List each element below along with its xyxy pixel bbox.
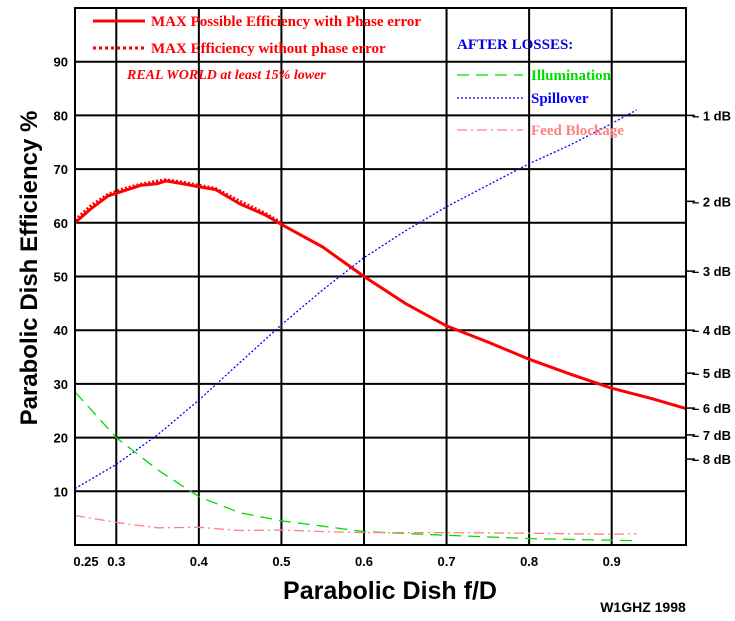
db-tick-label: – 3 dB [692, 264, 731, 279]
series-line-feed-blockage [74, 514, 637, 535]
legend-losses: Illumination Spillover Feed Blockage [457, 68, 624, 139]
db-tick-label: – 6 dB [692, 401, 731, 416]
x-tick-label: 0.7 [438, 554, 456, 569]
y-axis-title: Parabolic Dish Efficiency % [16, 111, 43, 426]
db-tick-label: – 8 dB [692, 452, 731, 467]
series-line-illumination [74, 391, 637, 542]
chart-grid [75, 8, 686, 545]
x-axis-title: Parabolic Dish f/D [283, 577, 497, 605]
annotation-real-world: REAL WORLD at least 15% lower [126, 68, 326, 83]
db-tick-label: – 7 dB [692, 428, 731, 443]
y-tick-label: 30 [54, 377, 68, 392]
db-tick-label: – 1 dB [692, 108, 731, 123]
y-tick-label: 10 [54, 484, 68, 499]
legend-loss-label: Feed Blockage [531, 123, 624, 139]
right-db-axis: – 1 dB – 2 dB – 3 dB – 4 dB – 5 dB – 6 dB – 7 … [686, 108, 731, 467]
y-tick-label: 60 [54, 216, 68, 231]
x-tick-labels: 0.25 0.3 0.4 0.5 0.6 0.7 0.8 0.9 [73, 554, 620, 569]
y-tick-label: 90 [54, 55, 68, 70]
y-tick-label: 80 [54, 108, 68, 123]
losses-title: AFTER LOSSES: [457, 37, 573, 53]
series-line-max-possible-efficiency-with-phase-error [74, 179, 687, 411]
db-tick-label: – 5 dB [692, 366, 731, 381]
x-tick-label: 0.9 [603, 554, 621, 569]
y-tick-label: 20 [54, 431, 68, 446]
series-line-max-efficiency-without-phase-error [73, 178, 283, 225]
x-tick-label: 0.3 [107, 554, 125, 569]
legend-main-label: MAX Possible Efficiency with Phase error [151, 14, 421, 30]
x-tick-label: 0.5 [272, 554, 290, 569]
x-tick-label: 0.4 [190, 554, 209, 569]
y-tick-label: 70 [54, 162, 68, 177]
legend-loss-label: Illumination [531, 68, 612, 84]
plot-frame [74, 7, 687, 546]
x-tick-label: 0.6 [355, 554, 373, 569]
y-tick-label: 50 [54, 270, 68, 285]
y-tick-label: 40 [54, 323, 68, 338]
chart-series [73, 109, 687, 542]
y-tick-labels: 10 20 30 40 50 60 70 80 90 [54, 55, 68, 500]
db-tick-label: – 2 dB [692, 194, 731, 209]
legend-loss-label: Spillover [531, 91, 589, 107]
legend-main: MAX Possible Efficiency with Phase error… [93, 14, 421, 57]
series-line-spillover [74, 109, 637, 490]
legend-main-label: MAX Efficiency without phase error [151, 41, 386, 57]
credit: W1GHZ 1998 [600, 599, 686, 615]
x-tick-label: 0.8 [520, 554, 538, 569]
x-tick-label: 0.25 [73, 554, 98, 569]
db-tick-label: – 4 dB [692, 323, 731, 338]
